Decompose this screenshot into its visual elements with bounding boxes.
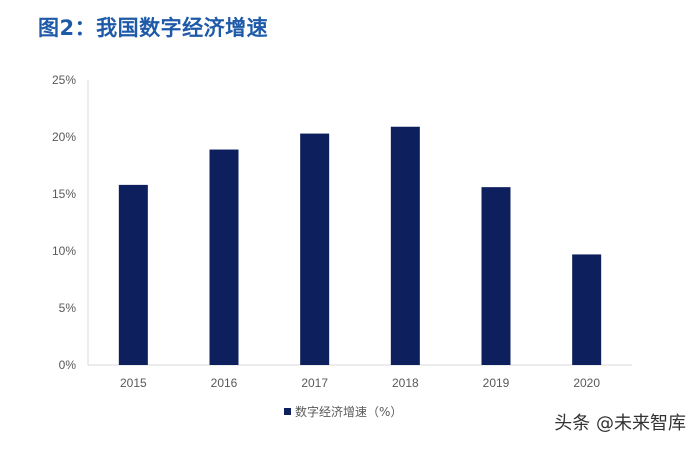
chart-title: 图2：我国数字经济增速 <box>38 16 269 40</box>
x-tick-label: 2018 <box>392 376 419 390</box>
bar-2015 <box>118 184 148 365</box>
bar-2018 <box>390 126 420 366</box>
bar-2019 <box>481 187 511 365</box>
y-tick-label: 5% <box>59 301 77 315</box>
y-tick-label: 0% <box>59 358 77 372</box>
bar-2017 <box>300 133 330 365</box>
x-tick-label: 2019 <box>483 376 510 390</box>
x-tick-label: 2020 <box>573 376 600 390</box>
x-axis-labels: 2015 2016 2017 2018 2019 2020 <box>120 376 600 390</box>
watermark: 头条 @未来智库 <box>554 413 686 434</box>
bars <box>118 126 602 366</box>
y-axis-labels: 0% 5% 10% 15% 20% 25% <box>52 73 76 372</box>
y-tick-label: 15% <box>52 187 76 201</box>
x-tick-label: 2017 <box>301 376 328 390</box>
legend: 数字经济增速（%） <box>284 404 402 419</box>
legend-swatch <box>284 408 291 415</box>
y-tick-label: 10% <box>52 244 76 258</box>
bar-2020 <box>572 254 602 365</box>
bar-2016 <box>209 149 239 365</box>
x-tick-label: 2015 <box>120 376 147 390</box>
x-tick-label: 2016 <box>211 376 238 390</box>
y-tick-label: 20% <box>52 130 76 144</box>
legend-label: 数字经济增速（%） <box>295 404 402 419</box>
y-tick-label: 25% <box>52 73 76 87</box>
